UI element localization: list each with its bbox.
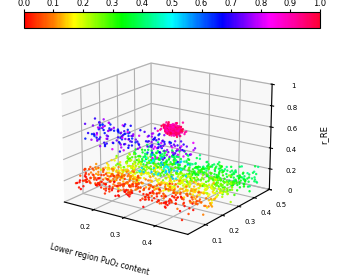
X-axis label: Lower region PuO₂ content: Lower region PuO₂ content [49, 242, 150, 276]
